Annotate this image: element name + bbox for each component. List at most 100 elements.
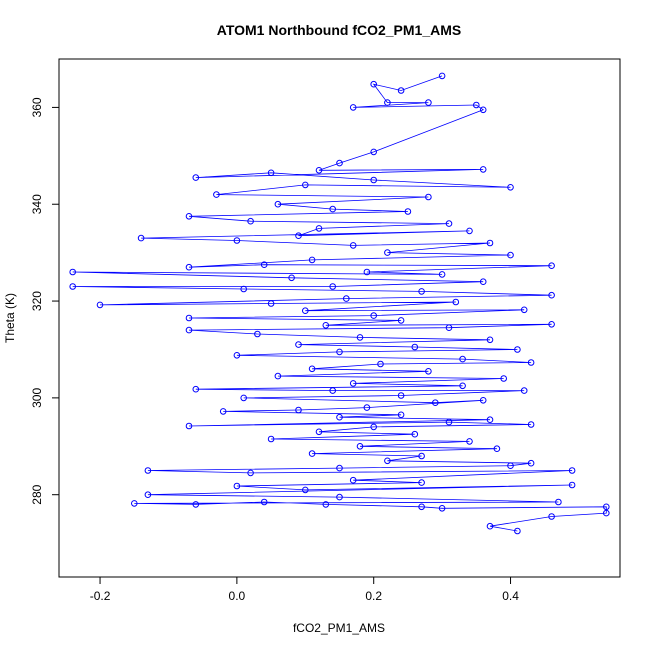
data-point bbox=[96, 301, 104, 309]
data-point bbox=[603, 503, 610, 511]
data-point bbox=[527, 459, 535, 467]
data-point bbox=[363, 404, 371, 411]
data-point bbox=[493, 445, 501, 453]
data-point bbox=[322, 322, 330, 329]
data-point bbox=[445, 418, 453, 426]
data-point bbox=[302, 181, 309, 189]
data-point bbox=[384, 249, 391, 256]
x-axis: -0.2 0.0 0.2 0.4 bbox=[90, 576, 519, 603]
data-point bbox=[349, 380, 357, 387]
data-layer bbox=[69, 72, 610, 535]
x-tick-label: 0.4 bbox=[502, 589, 519, 603]
data-point bbox=[479, 397, 487, 404]
data-point bbox=[459, 355, 466, 363]
data-point bbox=[411, 343, 419, 351]
data-point bbox=[295, 406, 302, 414]
data-point bbox=[445, 220, 453, 227]
data-point bbox=[370, 176, 378, 184]
data-point bbox=[548, 291, 555, 299]
data-point bbox=[131, 500, 138, 507]
data-point bbox=[247, 469, 254, 477]
data-point bbox=[514, 527, 521, 535]
data-point bbox=[308, 256, 316, 264]
data-point bbox=[336, 413, 343, 421]
data-point bbox=[185, 213, 193, 220]
data-point bbox=[185, 422, 193, 430]
data-point bbox=[507, 251, 514, 259]
data-point bbox=[356, 443, 364, 450]
x-tick-label: 0.0 bbox=[229, 589, 246, 603]
data-point bbox=[500, 375, 508, 382]
y-tick-label: 300 bbox=[30, 388, 44, 408]
data-point bbox=[302, 307, 309, 315]
data-point bbox=[192, 385, 200, 393]
data-point bbox=[260, 498, 268, 506]
data-point bbox=[486, 416, 494, 424]
data-point bbox=[466, 227, 473, 235]
data-point bbox=[233, 482, 241, 490]
y-tick-label: 360 bbox=[30, 97, 44, 117]
data-point bbox=[308, 365, 316, 373]
data-point bbox=[370, 312, 378, 319]
data-point bbox=[370, 148, 378, 156]
data-point bbox=[527, 421, 535, 428]
data-point bbox=[486, 336, 494, 344]
x-axis-label: fCO2_PM1_AMS bbox=[293, 621, 385, 635]
data-point bbox=[384, 99, 391, 106]
data-point bbox=[548, 513, 555, 520]
data-point bbox=[466, 438, 473, 445]
data-point bbox=[219, 408, 227, 415]
data-point bbox=[384, 457, 391, 465]
data-point bbox=[438, 72, 446, 80]
data-point bbox=[349, 104, 357, 111]
data-point bbox=[568, 467, 576, 474]
data-point bbox=[260, 261, 268, 269]
data-point bbox=[425, 368, 432, 375]
data-point bbox=[329, 283, 337, 290]
x-tick-label: -0.2 bbox=[90, 589, 111, 603]
data-point bbox=[233, 237, 241, 244]
data-point bbox=[397, 392, 405, 399]
y-tick-label: 320 bbox=[30, 291, 44, 311]
data-point bbox=[240, 394, 247, 402]
data-point bbox=[343, 295, 350, 302]
data-point bbox=[404, 208, 412, 215]
data-point bbox=[363, 268, 371, 276]
data-point bbox=[213, 191, 220, 198]
data-point bbox=[315, 167, 323, 174]
data-point bbox=[548, 262, 555, 270]
data-point bbox=[548, 321, 555, 328]
y-tick-label: 280 bbox=[30, 484, 44, 504]
data-point bbox=[370, 423, 378, 431]
data-point bbox=[308, 450, 316, 457]
chart-title: ATOM1 Northbound fCO2_PM1_AMS bbox=[217, 22, 462, 38]
data-point bbox=[315, 225, 323, 232]
data-point bbox=[288, 274, 295, 282]
data-point bbox=[527, 359, 535, 366]
data-point bbox=[514, 346, 521, 353]
data-point bbox=[356, 334, 364, 341]
data-point bbox=[349, 476, 357, 484]
data-point bbox=[240, 285, 247, 293]
data-point bbox=[295, 232, 302, 239]
data-point bbox=[438, 505, 446, 512]
data-point bbox=[267, 169, 275, 177]
data-point bbox=[555, 498, 562, 506]
data-point bbox=[144, 491, 152, 499]
series-line bbox=[72, 75, 607, 532]
data-point bbox=[185, 326, 193, 334]
y-axis: 280 300 320 340 360 bbox=[30, 97, 60, 505]
data-point bbox=[520, 306, 528, 314]
data-point bbox=[233, 352, 241, 359]
data-point bbox=[336, 159, 343, 167]
data-point bbox=[185, 314, 193, 322]
data-point bbox=[254, 330, 261, 338]
data-point bbox=[411, 430, 419, 438]
data-point bbox=[520, 387, 528, 394]
data-point bbox=[192, 174, 200, 181]
data-point bbox=[486, 522, 494, 530]
data-point bbox=[267, 300, 275, 307]
data-point bbox=[192, 501, 200, 508]
data-point bbox=[479, 278, 487, 286]
data-point bbox=[603, 509, 610, 517]
